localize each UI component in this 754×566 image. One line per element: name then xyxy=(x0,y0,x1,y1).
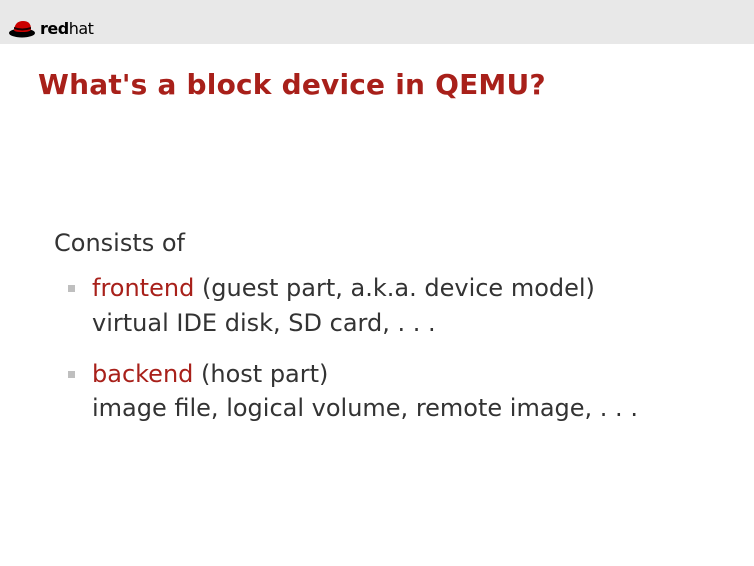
lead-text: Consists of xyxy=(54,229,716,257)
list-item: frontend (guest part, a.k.a. device mode… xyxy=(92,271,716,341)
brand-part1: red xyxy=(40,19,69,38)
list-item: backend (host part) image file, logical … xyxy=(92,357,716,427)
paren-text: (host part) xyxy=(193,360,328,388)
subline: virtual IDE disk, SD card, . . . xyxy=(92,306,716,341)
slide-title: What's a block device in QEMU? xyxy=(38,68,716,101)
slide-content: What's a block device in QEMU? Consists … xyxy=(0,44,754,426)
brand-text: redhat xyxy=(40,19,93,38)
brand-part2: hat xyxy=(69,19,94,38)
paren-text: (guest part, a.k.a. device model) xyxy=(194,274,595,302)
header-bar: redhat xyxy=(0,0,754,44)
redhat-logo: redhat xyxy=(8,18,93,38)
keyword: frontend xyxy=(92,274,194,302)
redhat-hat-icon xyxy=(8,18,38,38)
keyword: backend xyxy=(92,360,193,388)
bullet-list: frontend (guest part, a.k.a. device mode… xyxy=(54,271,716,426)
subline: image file, logical volume, remote image… xyxy=(92,391,716,426)
slide-body: Consists of frontend (guest part, a.k.a.… xyxy=(38,101,716,426)
